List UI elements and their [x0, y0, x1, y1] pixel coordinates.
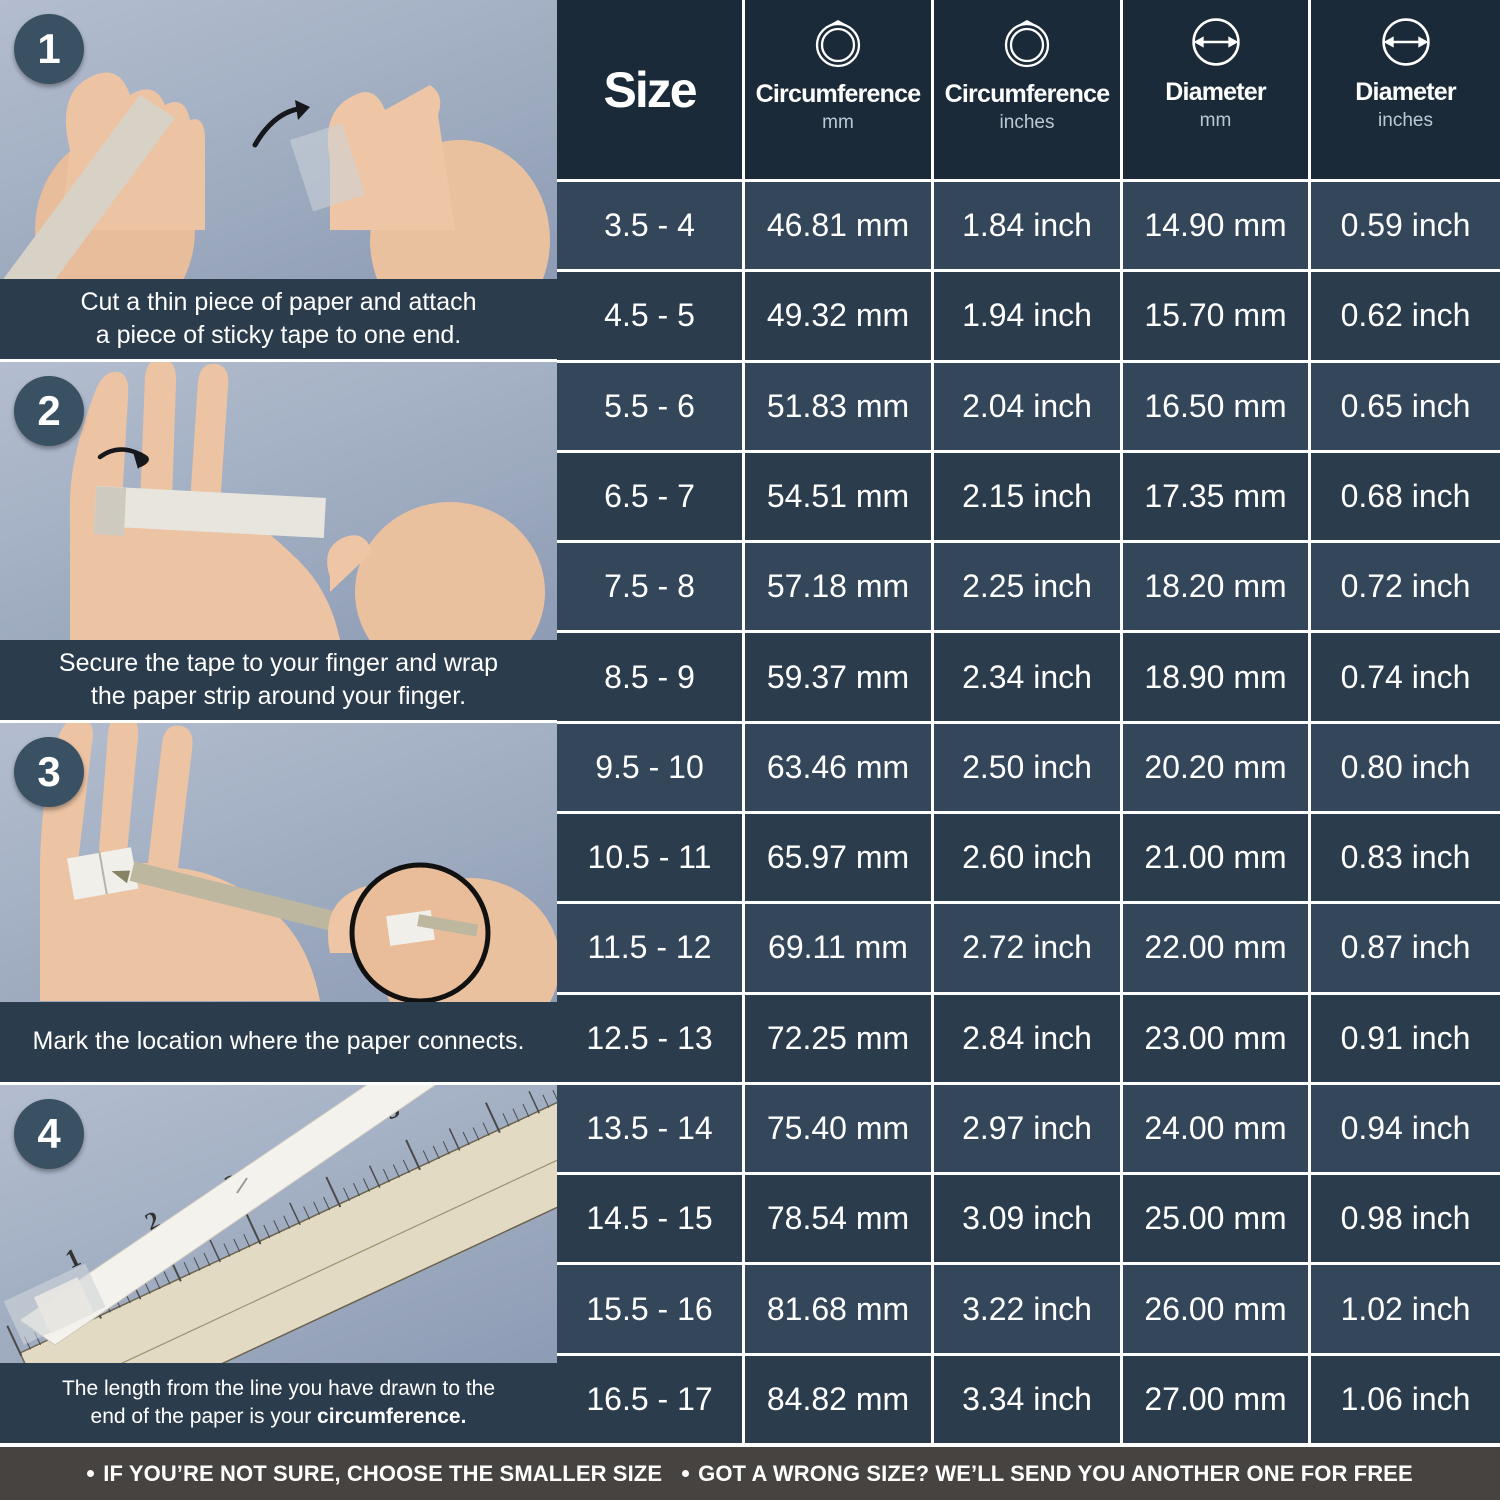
svg-text:6: 6 — [460, 1085, 484, 1088]
